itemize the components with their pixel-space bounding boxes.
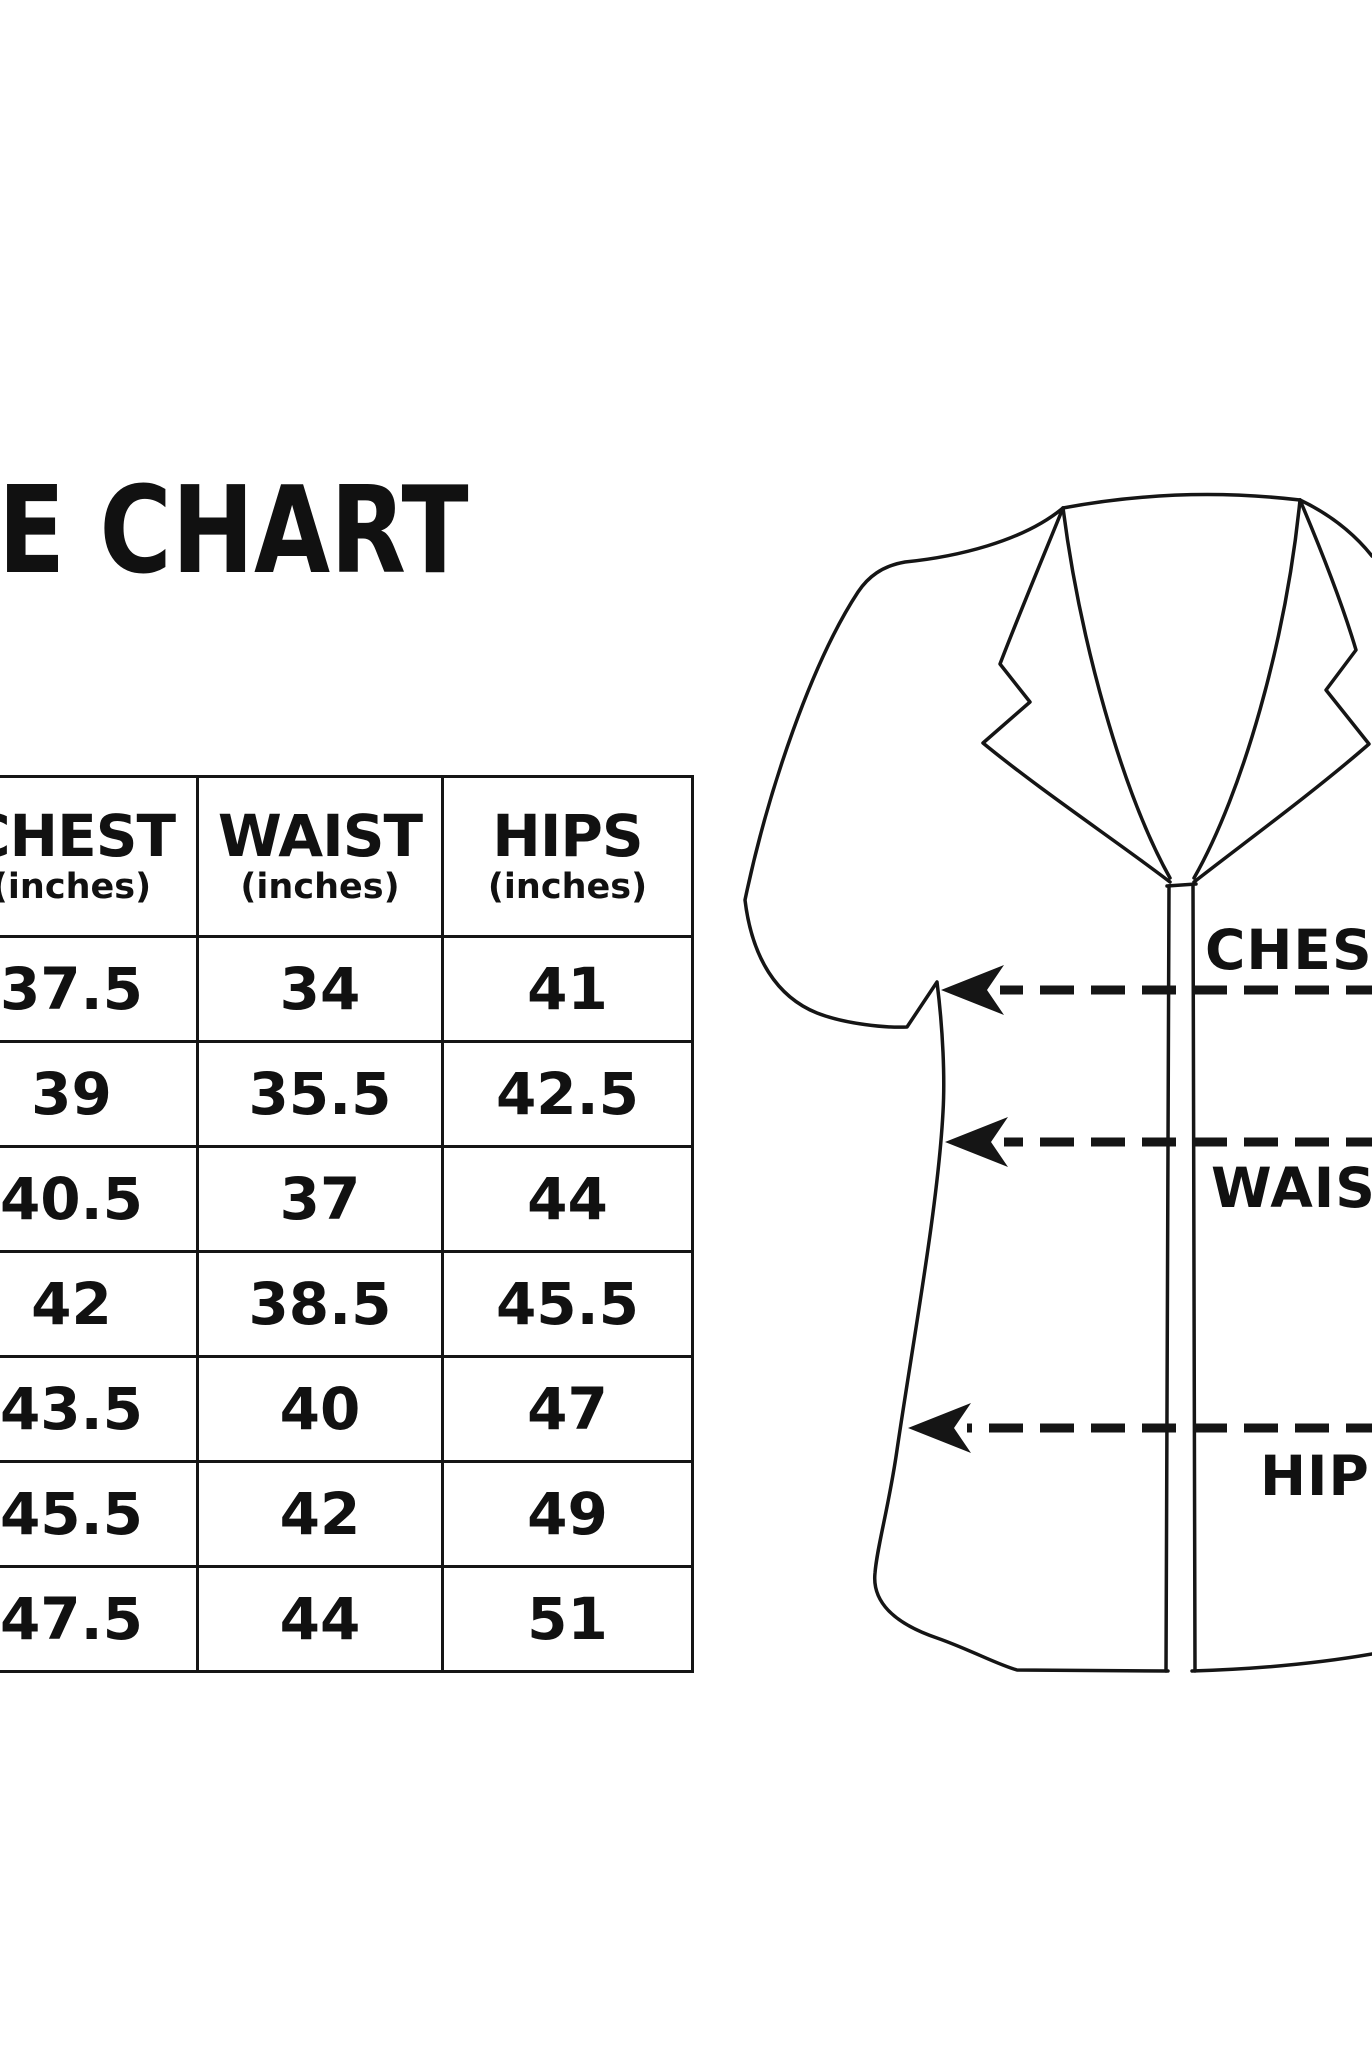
cell-waist: 37	[196, 1145, 444, 1253]
cell-waist: 40	[196, 1355, 444, 1463]
cell-hips: 49	[441, 1460, 694, 1568]
shirt-neck-v-left	[1061, 506, 1172, 880]
table-row: 45.5 42 49	[0, 1460, 694, 1568]
table-row: 37.5 34 41	[0, 935, 694, 1043]
shirt-right-lapel	[1192, 498, 1371, 884]
shirt-neck-v-right	[1192, 498, 1302, 880]
column-header-unit: (inches)	[240, 866, 400, 907]
shirt-collar-top	[1061, 492, 1302, 510]
cell-hips: 51	[441, 1565, 694, 1673]
cell-hips: 47	[441, 1355, 694, 1463]
cell-waist: 42	[196, 1460, 444, 1568]
cell-waist: 34	[196, 935, 444, 1043]
shirt-diagram	[743, 492, 1372, 1673]
column-header-chest: CHEST (inches)	[0, 775, 199, 938]
waist-arrowhead-icon	[945, 1117, 1008, 1167]
page-title: E CHART	[0, 462, 469, 601]
cell-waist: 44	[196, 1565, 444, 1673]
cell-chest: 47.5	[0, 1565, 199, 1673]
cell-hips: 42.5	[441, 1040, 694, 1148]
cell-waist: 35.5	[196, 1040, 444, 1148]
shirt-body-outline	[743, 506, 1170, 1673]
hips-label: HIPS	[1260, 1444, 1372, 1508]
cell-chest: 42	[0, 1250, 199, 1358]
cell-hips: 41	[441, 935, 694, 1043]
column-header-unit: (inches)	[487, 866, 648, 907]
table-row: 39 35.5 42.5	[0, 1040, 694, 1148]
table-row: 42 38.5 45.5	[0, 1250, 694, 1358]
shirt-left-lapel	[981, 506, 1172, 884]
chest-arrowhead-icon	[941, 965, 1004, 1015]
table-row: 40.5 37 44	[0, 1145, 694, 1253]
shirt-placket-cap	[1165, 882, 1198, 888]
cell-chest: 43.5	[0, 1355, 199, 1463]
column-header-hips: HIPS (inches)	[441, 775, 694, 938]
shirt-placket-left	[1164, 884, 1171, 1673]
chest-label: CHEST	[1205, 918, 1372, 982]
cell-chest: 40.5	[0, 1145, 199, 1253]
size-table: CHEST (inches) WAIST (inches) HIPS (inch…	[0, 775, 694, 1673]
cell-chest: 37.5	[0, 935, 199, 1043]
cell-hips: 44	[441, 1145, 694, 1253]
column-header-label: HIPS	[492, 801, 643, 870]
table-row: 47.5 44 51	[0, 1565, 694, 1673]
column-header-unit: (inches)	[0, 866, 152, 907]
cell-chest: 45.5	[0, 1460, 199, 1568]
table-row: 43.5 40 47	[0, 1355, 694, 1463]
table-header-row: CHEST (inches) WAIST (inches) HIPS (inch…	[0, 775, 694, 938]
column-header-label: WAIST	[217, 801, 423, 870]
hip-arrowhead-icon	[908, 1403, 971, 1453]
cell-hips: 45.5	[441, 1250, 694, 1358]
column-header-waist: WAIST (inches)	[196, 775, 444, 938]
shirt-right-shoulder	[1298, 498, 1372, 558]
shirt-hem-right	[1190, 1652, 1372, 1673]
waist-label: WAIST	[1211, 1156, 1372, 1220]
cell-waist: 38.5	[196, 1250, 444, 1358]
shirt-placket-right	[1191, 883, 1197, 1673]
column-header-label: CHEST	[0, 801, 176, 870]
cell-chest: 39	[0, 1040, 199, 1148]
